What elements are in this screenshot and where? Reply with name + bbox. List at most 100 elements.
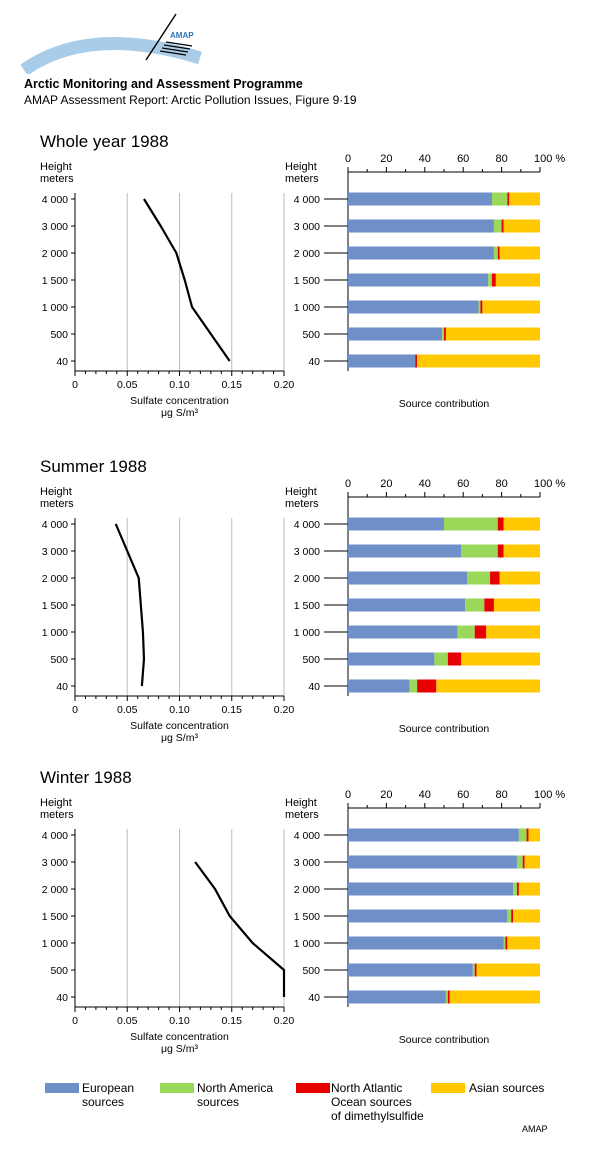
bar-segment-north-atlantic xyxy=(415,354,418,368)
x-tick-label: 0.20 xyxy=(274,704,295,716)
bar-segment-asian xyxy=(493,598,540,612)
bar-row-label: 500 xyxy=(302,965,320,977)
bar-row-label: 3 000 xyxy=(294,857,320,869)
meters-label: meters xyxy=(40,498,74,510)
conc-unit-label: μg S/m³ xyxy=(161,1043,198,1055)
bar-segment-asian xyxy=(528,828,540,842)
bar-segment-european xyxy=(348,517,444,531)
x-tick-label: 0.15 xyxy=(222,379,243,391)
meters-label: meters xyxy=(285,498,319,510)
bar-segment-european xyxy=(348,882,514,896)
bar-segment-asian xyxy=(524,855,540,869)
x-tick-label: 0.20 xyxy=(274,1015,295,1027)
bar-row-label: 2 000 xyxy=(294,884,320,896)
bar-segment-asian xyxy=(503,544,540,558)
bar-segment-north-america xyxy=(442,327,444,341)
y-tick-label: 500 xyxy=(50,965,68,977)
bar-segment-north-america xyxy=(507,909,512,923)
bar-segment-asian xyxy=(476,963,540,977)
organization-title: Arctic Monitoring and Assessment Program… xyxy=(24,77,303,91)
bar-segment-european xyxy=(348,327,443,341)
bar-segment-european xyxy=(348,909,508,923)
y-tick-label: 3 000 xyxy=(42,546,68,558)
source-axis-label: Source contribution xyxy=(398,723,490,735)
bar-row-label: 1 500 xyxy=(294,911,320,923)
legend-swatch-european xyxy=(45,1083,79,1093)
amap-logo: AMAP xyxy=(20,13,202,74)
bar-segment-north-atlantic xyxy=(474,625,487,639)
bar-x-tick-label: 60 xyxy=(457,789,469,801)
legend-swatch-north-atlantic xyxy=(296,1083,330,1093)
conc-axis-label: Sulfate concentration xyxy=(130,720,229,732)
bar-x-tick-label: 40 xyxy=(419,478,431,490)
bar-segment-north-america xyxy=(444,517,498,531)
legend-north-america: North America sources xyxy=(197,1081,274,1109)
bar-segment-european xyxy=(348,598,466,612)
bar-row-label: 1 000 xyxy=(294,302,320,314)
panel-title: Winter 1988 xyxy=(40,768,132,787)
y-tick-label: 1 000 xyxy=(42,627,68,639)
bar-segment-asian xyxy=(503,517,540,531)
bar-segment-asian xyxy=(486,625,540,639)
concentration-profile-line xyxy=(143,198,231,362)
bar-row-label: 3 000 xyxy=(294,546,320,558)
bar-x-tick-label: 100 % xyxy=(534,478,565,490)
report-subtitle: AMAP Assessment Report: Arctic Pollution… xyxy=(24,93,357,107)
y-tick-label: 1 500 xyxy=(42,600,68,612)
y-tick-label: 2 000 xyxy=(42,573,68,585)
bar-row-label: 40 xyxy=(308,356,320,368)
bar-segment-asian xyxy=(499,571,540,585)
x-tick-label: 0.15 xyxy=(222,1015,243,1027)
y-tick-label: 3 000 xyxy=(42,857,68,869)
bar-segment-north-atlantic xyxy=(444,327,446,341)
bar-segment-european xyxy=(348,544,462,558)
meters-label: meters xyxy=(285,173,319,185)
bar-segment-asian xyxy=(417,354,540,368)
source-axis-label: Source contribution xyxy=(398,1034,490,1046)
height-label: Height xyxy=(40,161,72,173)
bar-segment-european xyxy=(348,963,473,977)
bar-segment-north-america xyxy=(478,300,481,314)
bar-segment-north-atlantic xyxy=(447,652,462,666)
bar-segment-north-atlantic xyxy=(511,909,514,923)
logo-text: AMAP xyxy=(170,31,194,40)
legend-swatch-north-america xyxy=(160,1083,194,1093)
bar-row-label: 4 000 xyxy=(294,830,320,842)
bar-x-tick-label: 0 xyxy=(345,153,351,165)
bar-segment-north-atlantic xyxy=(497,246,500,260)
bar-segment-north-america xyxy=(503,936,506,950)
bar-segment-european xyxy=(348,192,492,206)
bar-segment-north-atlantic xyxy=(501,219,504,233)
concentration-profile-line xyxy=(114,523,146,687)
x-tick-label: 0.10 xyxy=(169,1015,190,1027)
bar-row-label: 40 xyxy=(308,992,320,1004)
bar-x-tick-label: 40 xyxy=(419,153,431,165)
bar-segment-north-america xyxy=(518,828,527,842)
concentration-profile-line xyxy=(194,861,286,997)
bar-segment-european xyxy=(348,855,517,869)
bar-x-tick-label: 20 xyxy=(380,789,392,801)
legend-european: European sources xyxy=(82,1081,135,1109)
height-label: Height xyxy=(40,797,72,809)
bar-segment-north-america xyxy=(445,990,448,1004)
panel-title: Summer 1988 xyxy=(40,457,147,476)
conc-unit-label: μg S/m³ xyxy=(161,407,198,419)
bar-row-label: 500 xyxy=(302,329,320,341)
bar-segment-european xyxy=(348,219,494,233)
conc-axis-label: Sulfate concentration xyxy=(130,1031,229,1043)
panel-title: Whole year 1988 xyxy=(40,132,169,151)
y-tick-label: 1 500 xyxy=(42,275,68,287)
y-tick-label: 500 xyxy=(50,329,68,341)
meters-label: meters xyxy=(40,173,74,185)
bar-segment-asian xyxy=(499,246,540,260)
bar-segment-asian xyxy=(513,909,540,923)
bar-segment-north-atlantic xyxy=(526,828,529,842)
bar-segment-north-america xyxy=(493,246,498,260)
conc-unit-label: μg S/m³ xyxy=(161,732,198,744)
y-tick-label: 40 xyxy=(56,681,68,693)
bar-segment-north-america xyxy=(516,855,523,869)
x-tick-label: 0 xyxy=(72,379,78,391)
bar-segment-north-atlantic xyxy=(522,855,525,869)
bar-x-tick-label: 60 xyxy=(457,153,469,165)
bar-segment-european xyxy=(348,354,416,368)
